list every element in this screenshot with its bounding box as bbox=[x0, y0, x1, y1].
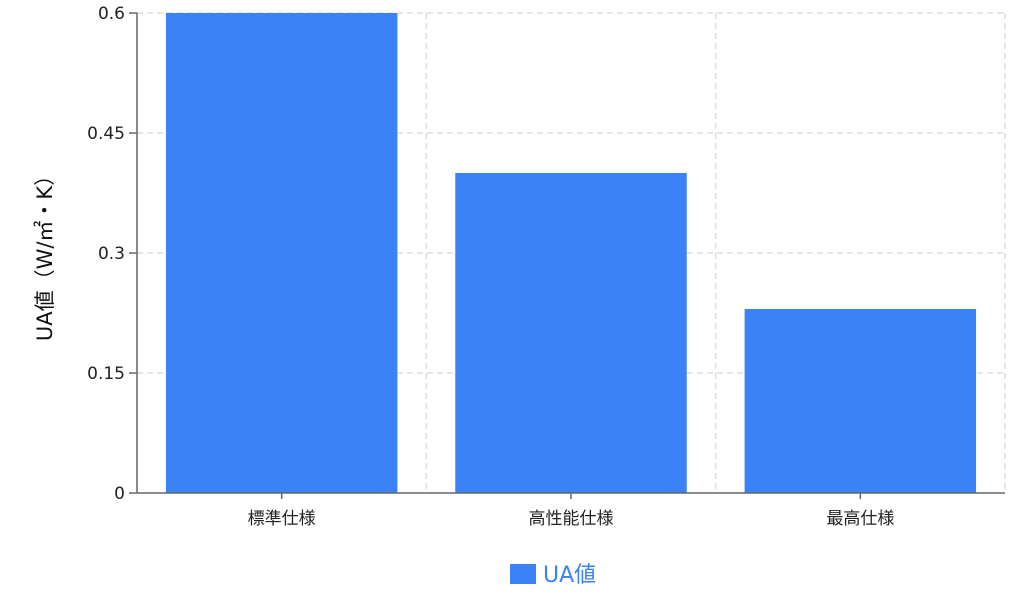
y-tick-label: 0.6 bbox=[98, 4, 125, 24]
y-tick-label: 0 bbox=[114, 484, 125, 504]
x-tick-label: 標準仕様 bbox=[248, 509, 316, 529]
legend-label: UA値 bbox=[543, 563, 596, 588]
bar-1 bbox=[165, 13, 398, 493]
bar-3 bbox=[744, 309, 977, 493]
x-tick-label: 高性能仕様 bbox=[529, 509, 614, 529]
bars bbox=[165, 13, 977, 493]
y-axis-label: UA値（W/㎡・K） bbox=[33, 165, 57, 341]
y-tick-label: 0.15 bbox=[87, 364, 125, 384]
bar-2 bbox=[455, 173, 687, 493]
y-tick-label: 0.3 bbox=[98, 244, 125, 264]
y-tick-label: 0.45 bbox=[87, 124, 125, 144]
axes: 0 0.15 0.3 0.45 0.6 標準仕様 高性能仕様 最高仕様 bbox=[87, 4, 1005, 529]
x-tick-label: 最高仕様 bbox=[826, 509, 894, 529]
legend-swatch bbox=[510, 564, 536, 584]
legend[interactable]: UA値 bbox=[510, 563, 596, 588]
